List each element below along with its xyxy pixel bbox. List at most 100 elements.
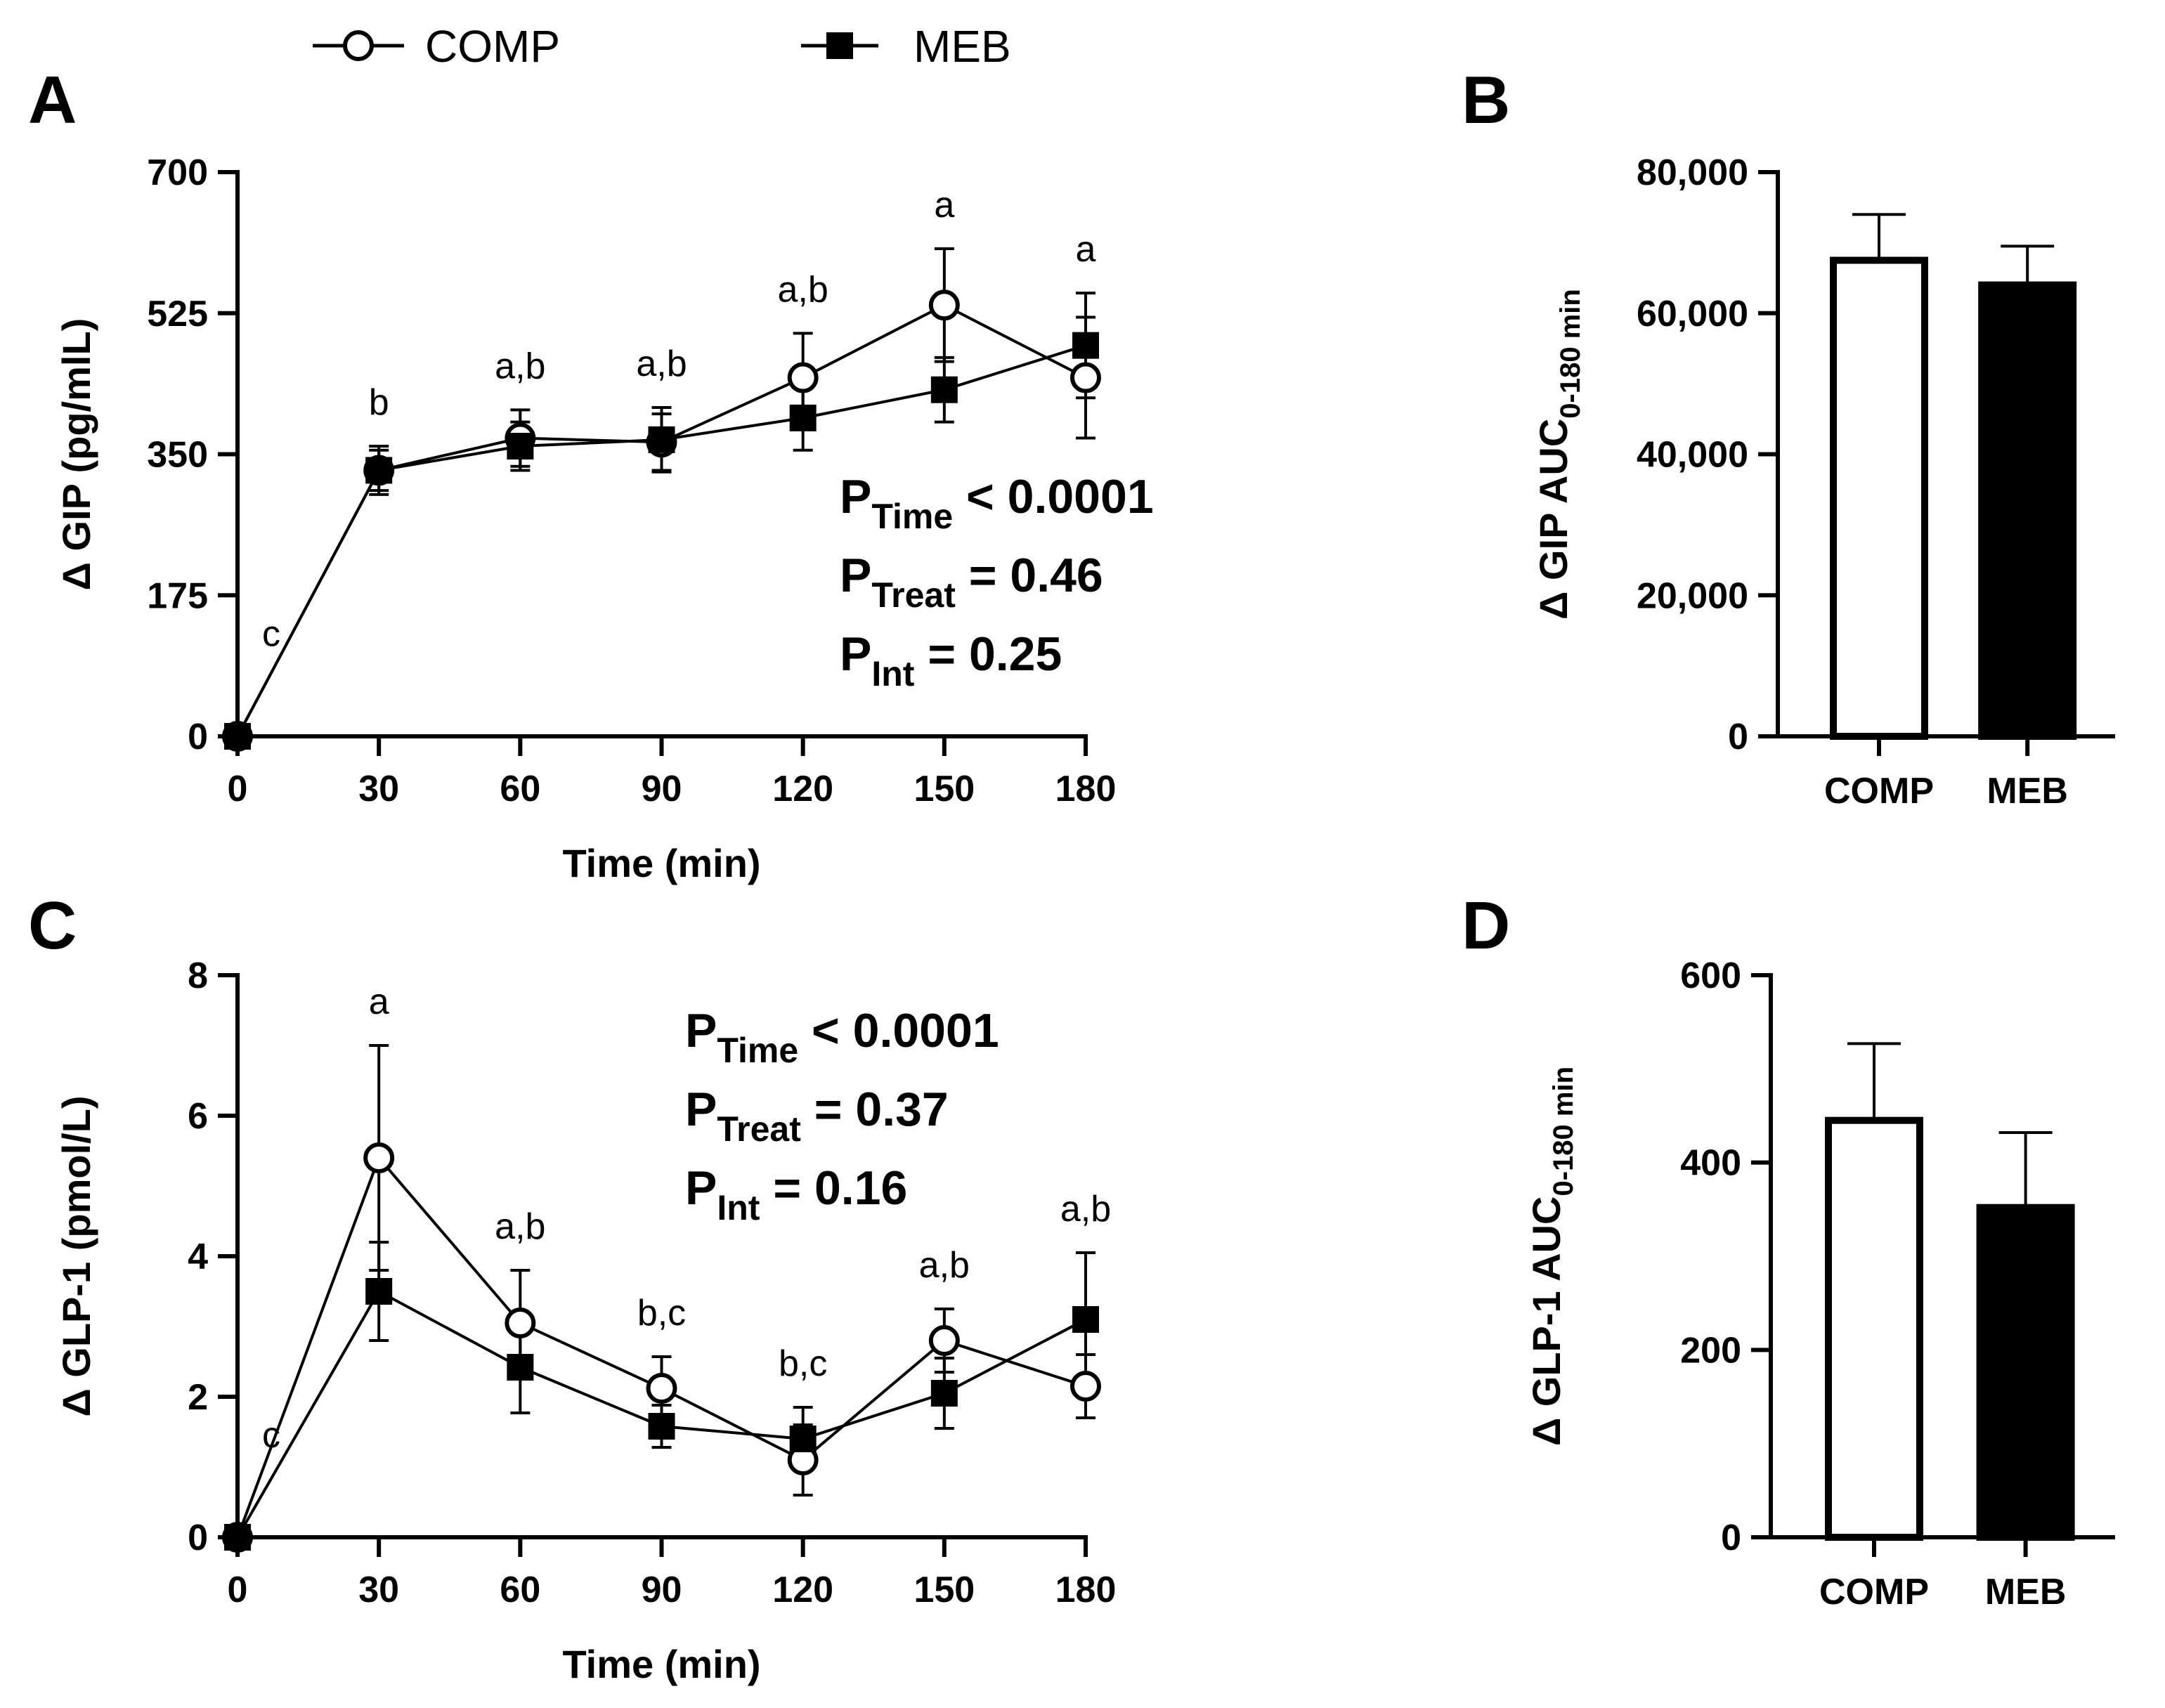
y-tick-label: 2 [188, 1377, 208, 1418]
significance-letter: b [369, 382, 389, 423]
x-tick-label: 90 [642, 1570, 682, 1610]
y-axis-title: Δ GIP (pg/mlL) [54, 318, 98, 591]
data-point-meb [648, 426, 675, 453]
y-tick-label: 525 [147, 294, 208, 334]
x-tick-label: 150 [914, 769, 975, 809]
y-tick-label: 600 [1680, 956, 1741, 996]
y-tick-label: 40,000 [1637, 435, 1748, 476]
panel-a-gip-time-course: A 0 175 350 525 700 0 30 60 90 120 150 180 Time (min)… [28, 63, 1154, 885]
data-point-meb [930, 376, 958, 403]
panel-b-gip-auc-bars: B 0 20,000 40,000 60,000 80,000 COMP MEB Δ GIP A… [1462, 63, 2115, 811]
panel-label-a: A [28, 63, 77, 138]
data-point-meb [224, 723, 251, 750]
y-tick-label: 350 [147, 435, 208, 476]
data-point-comp [1070, 1371, 1101, 1402]
x-tick-label: 180 [1055, 1570, 1117, 1610]
y-axis-title: Δ GIP AUC0-180 min [1531, 289, 1586, 620]
x-tick-label: COMP [1819, 1572, 1929, 1612]
x-tick-label: MEB [1985, 1572, 2067, 1612]
y-tick-label: 0 [1728, 717, 1748, 757]
y-tick-label: 80,000 [1637, 152, 1748, 193]
x-tick-label: MEB [1987, 771, 2068, 811]
significance-letter: a,b [778, 269, 828, 310]
data-point-comp [646, 1373, 677, 1404]
data-point-comp [787, 362, 819, 393]
y-tick-label: 4 [188, 1237, 208, 1277]
x-tick-label: 150 [914, 1570, 975, 1610]
x-axis-title: Time (min) [562, 841, 760, 885]
y-tick-label: 0 [188, 717, 208, 757]
legend-label-comp: COMP [425, 21, 560, 72]
significance-letter: a,b [495, 1206, 545, 1247]
y-tick-label: 60,000 [1637, 294, 1748, 334]
significance-letter: a [934, 185, 954, 226]
x-axis-title: Time (min) [562, 1642, 760, 1686]
y-tick-label: 8 [188, 956, 208, 996]
bar-comp [1830, 256, 1928, 740]
y-axis-title: Δ GLP-1 AUC0-180 min [1524, 1067, 1579, 1446]
data-point-meb [507, 433, 534, 460]
data-point-comp [505, 1308, 536, 1338]
bar-meb [1978, 281, 2077, 741]
significance-letter: a,b [636, 344, 687, 384]
y-tick-label: 700 [147, 152, 208, 193]
y-tick-label: 6 [188, 1096, 208, 1137]
significance-letter: a,b [1060, 1189, 1111, 1230]
y-tick-label: 0 [188, 1518, 208, 1558]
data-point-meb [789, 404, 817, 431]
x-tick-label: 30 [358, 769, 399, 809]
stat-time: PTime < 0.0001 [840, 470, 1154, 536]
significance-letter: c [262, 1415, 280, 1456]
data-point-meb [1072, 1306, 1099, 1333]
legend-label-meb: MEB [914, 21, 1011, 72]
data-point-meb [507, 1354, 534, 1381]
bar-meb [1976, 1204, 2075, 1541]
bar-comp [1825, 1116, 1923, 1541]
panel-d-glp1-auc-bars: D 0 200 400 600 COMP MEB Δ GLP-1 AUC0-180 min [1462, 888, 2115, 1612]
y-tick-label: 175 [147, 575, 208, 616]
data-point-comp [928, 289, 960, 321]
x-tick-label: 0 [228, 1570, 248, 1610]
legend: COMP MEB [313, 21, 1011, 72]
x-tick-label: 90 [642, 769, 682, 809]
data-point-comp [928, 1325, 960, 1356]
legend-marker-comp [343, 30, 374, 61]
data-point-meb [930, 1380, 958, 1407]
data-point-meb [648, 1413, 675, 1440]
y-tick-label: 200 [1680, 1330, 1741, 1371]
data-point-meb [365, 457, 393, 484]
significance-letter: a [369, 982, 389, 1022]
x-tick-label: 120 [772, 1570, 833, 1610]
x-tick-label: 60 [500, 1570, 540, 1610]
panel-label-b: B [1462, 63, 1510, 138]
stat-treat: PTreat = 0.37 [685, 1083, 949, 1149]
x-tick-label: 60 [500, 769, 540, 809]
y-tick-label: 0 [1721, 1518, 1741, 1558]
series-line-comp [236, 1155, 1086, 1538]
significance-letter: a,b [919, 1245, 970, 1286]
data-point-meb [1072, 332, 1099, 359]
stat-time: PTime < 0.0001 [685, 1004, 999, 1070]
data-point-comp [1070, 362, 1101, 393]
y-axis-title: Δ GLP-1 (pmol/L) [54, 1095, 98, 1416]
x-tick-label: 0 [228, 769, 248, 809]
significance-letter: a,b [495, 346, 545, 386]
stat-treat: PTreat = 0.46 [840, 549, 1103, 615]
x-tick-label: 180 [1055, 769, 1117, 809]
stat-int: PInt = 0.16 [685, 1161, 907, 1227]
y-tick-label: 400 [1680, 1143, 1741, 1184]
data-point-meb [365, 1278, 393, 1305]
significance-letter: b,c [779, 1343, 827, 1384]
significance-letter: c [262, 614, 280, 655]
x-tick-label: 30 [358, 1570, 399, 1610]
significance-letter: b,c [637, 1293, 686, 1334]
panel-label-c: C [28, 888, 77, 963]
significance-letter: a [1076, 229, 1096, 270]
y-tick-label: 20,000 [1637, 575, 1748, 616]
stat-int: PInt = 0.25 [840, 627, 1062, 693]
data-point-meb [224, 1524, 251, 1551]
data-point-comp [363, 1142, 395, 1173]
legend-marker-meb [826, 32, 853, 59]
panel-label-d: D [1462, 888, 1510, 963]
